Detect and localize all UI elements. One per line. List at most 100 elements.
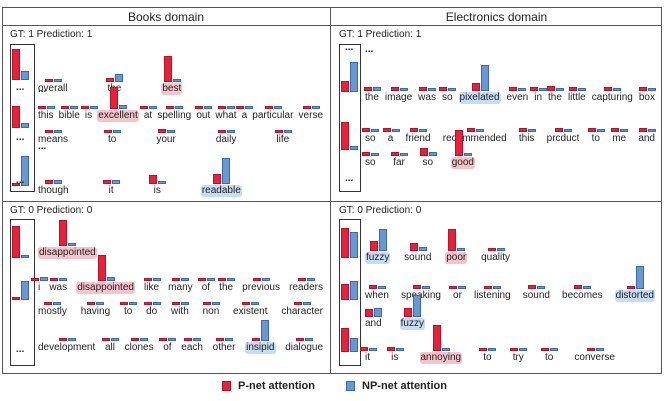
books-neg-word-p-net-bar [131, 338, 139, 341]
books-neg-word-np-net-bar [59, 278, 67, 281]
electronics-pos-word: me [612, 133, 627, 144]
electronics-neg-word-np-net-bar [374, 308, 382, 317]
electronics-neg-word-p-net-bar [410, 243, 418, 251]
books-neg-word-np-net-bar [303, 302, 311, 305]
electronics-domain-header: Electronics domain [445, 10, 548, 24]
electronics-neg-sentence-np-net-bar [350, 338, 358, 352]
books-neg-word-np-net-bar [227, 278, 235, 281]
books-neg-word-p-net-bar [298, 278, 306, 281]
books-pos-line-ellipsis: ... [38, 141, 47, 152]
electronics-neg-word: it [365, 352, 370, 363]
books-pos-word: bible [58, 110, 80, 121]
books-pos-word-np-net-bar [173, 79, 181, 82]
books-pos-sentence-box [10, 44, 35, 192]
electronics-pos-word: and [638, 133, 655, 144]
electronics-pos-word-np-net-bar [564, 129, 572, 132]
books-pos-word-p-net-bar [303, 106, 311, 109]
electronics-neg-word: sound [404, 252, 432, 263]
books-pos-word: at [143, 110, 153, 121]
electronics-neg-word-np-net-bar [488, 348, 496, 351]
books-pos-word-p-net-bar [164, 56, 172, 82]
electronics-neg-word: to [483, 352, 492, 363]
books-neg-word-p-net-bar [172, 278, 180, 281]
electronics-pos-word: a [387, 133, 394, 144]
np-net-legend-swatch [346, 381, 355, 391]
electronics-neg-word: fuzzy [399, 318, 425, 330]
electronics-neg-word: sound [522, 290, 550, 301]
electronics-neg-word-p-net-bar [413, 285, 421, 289]
electronics-pos-word-p-net-bar [639, 87, 647, 91]
electronics-pos-word-np-net-bar [648, 129, 656, 132]
books-pos-word-p-net-bar [45, 79, 53, 82]
books-pos-word: means [38, 134, 69, 145]
books-pos-word-p-net-bar [104, 130, 112, 133]
books-neg-word: previous [242, 282, 280, 293]
electronics-pos-word-np-net-bar [578, 88, 586, 91]
books-neg-word-p-net-bar [294, 302, 302, 305]
electronics-neg-word-p-net-bar [541, 348, 549, 351]
books-neg-sentence-p-net-bar [12, 297, 20, 300]
books-pos-word-p-net-bar [81, 106, 89, 109]
books-pos-word-p-net-bar [213, 174, 221, 184]
books-pos-word-p-net-bar [140, 106, 148, 109]
electronics-pos-word-p-net-bar [410, 128, 418, 132]
books-pos-gt-label: GT: 1 Prediction: 1 [10, 29, 93, 40]
electronics-pos-word: even [506, 92, 529, 103]
books-neg-word-np-net-bar [40, 277, 48, 281]
outer-frame [2, 7, 662, 374]
electronics-pos-word-p-net-bar [604, 87, 612, 91]
books-neg-word: i [38, 282, 41, 293]
books-neg-word-p-net-bar [87, 302, 95, 305]
electronics-pos-word: so [422, 157, 434, 168]
books-neg-word-np-net-bar [212, 302, 220, 305]
books-pos-word-np-net-bar [204, 106, 212, 109]
electronics-pos-word-p-net-bar [467, 128, 475, 132]
electronics-pos-word: this [518, 133, 535, 144]
books-neg-word: of [163, 342, 172, 353]
books-neg-word: dialogue [285, 342, 323, 353]
electronics-neg-word: distorted [614, 290, 655, 302]
electronics-neg-word-p-net-bar [574, 285, 582, 289]
books-pos-line-ellipsis: ... [38, 84, 47, 95]
p-net-legend-label: P-net attention [238, 380, 315, 392]
electronics-neg-word: converse [574, 352, 615, 363]
books-neg-word-p-net-bar [31, 278, 39, 281]
electronics-pos-word-p-net-bar [383, 128, 391, 132]
electronics-pos-word-p-net-bar [439, 87, 447, 91]
books-pos-word-p-net-bar [110, 87, 118, 109]
books-neg-word: the [219, 282, 234, 293]
electronics-pos-sentence-np-net-bar [350, 62, 358, 92]
books-neg-word: mostly [38, 306, 67, 317]
books-neg-word: non [202, 306, 220, 317]
books-neg-word-p-net-bar [50, 278, 58, 281]
books-pos-word-np-net-bar [167, 130, 175, 133]
books-neg-word-p-net-bar [242, 302, 250, 305]
books-pos-sentence-np-net-bar [21, 71, 29, 80]
electronics-neg-word: is [391, 352, 399, 363]
electronics-neg-word: annoying [419, 352, 463, 364]
books-neg-word: all [104, 342, 115, 353]
electronics-pos-word-p-net-bar [472, 83, 480, 91]
books-pos-word-np-net-bar [70, 106, 78, 109]
books-pos-word: is [153, 185, 161, 196]
electronics-neg-word: and [365, 318, 382, 329]
books-pos-word-np-net-bar [227, 106, 235, 109]
books-neg-word: was [49, 282, 68, 293]
books-neg-word-p-net-bar [253, 278, 261, 281]
electronics-neg-word-p-net-bar [433, 325, 441, 351]
books-pos-word: daily [215, 134, 237, 145]
books-pos-word-np-net-bar [54, 130, 62, 133]
electronics-pos-word-np-net-bar [518, 88, 526, 91]
electronics-neg-word-np-net-bar [458, 286, 466, 289]
books-pos-word: readable [200, 185, 242, 197]
books-neg-word-p-net-bar [144, 302, 152, 305]
books-neg-word-p-net-bar [172, 302, 180, 305]
books-pos-word-np-net-bar [112, 180, 120, 184]
electronics-pos-word-p-net-bar [588, 128, 596, 132]
books-pos-sentence-p-net-bar [12, 106, 20, 128]
books-neg-word-p-net-bar [198, 278, 206, 281]
books-pos-word: this [38, 110, 54, 121]
electronics-pos-word-np-net-bar [429, 152, 437, 156]
electronics-neg-word-p-net-bar [365, 309, 373, 317]
electronics-pos-word-p-net-bar [555, 128, 563, 132]
